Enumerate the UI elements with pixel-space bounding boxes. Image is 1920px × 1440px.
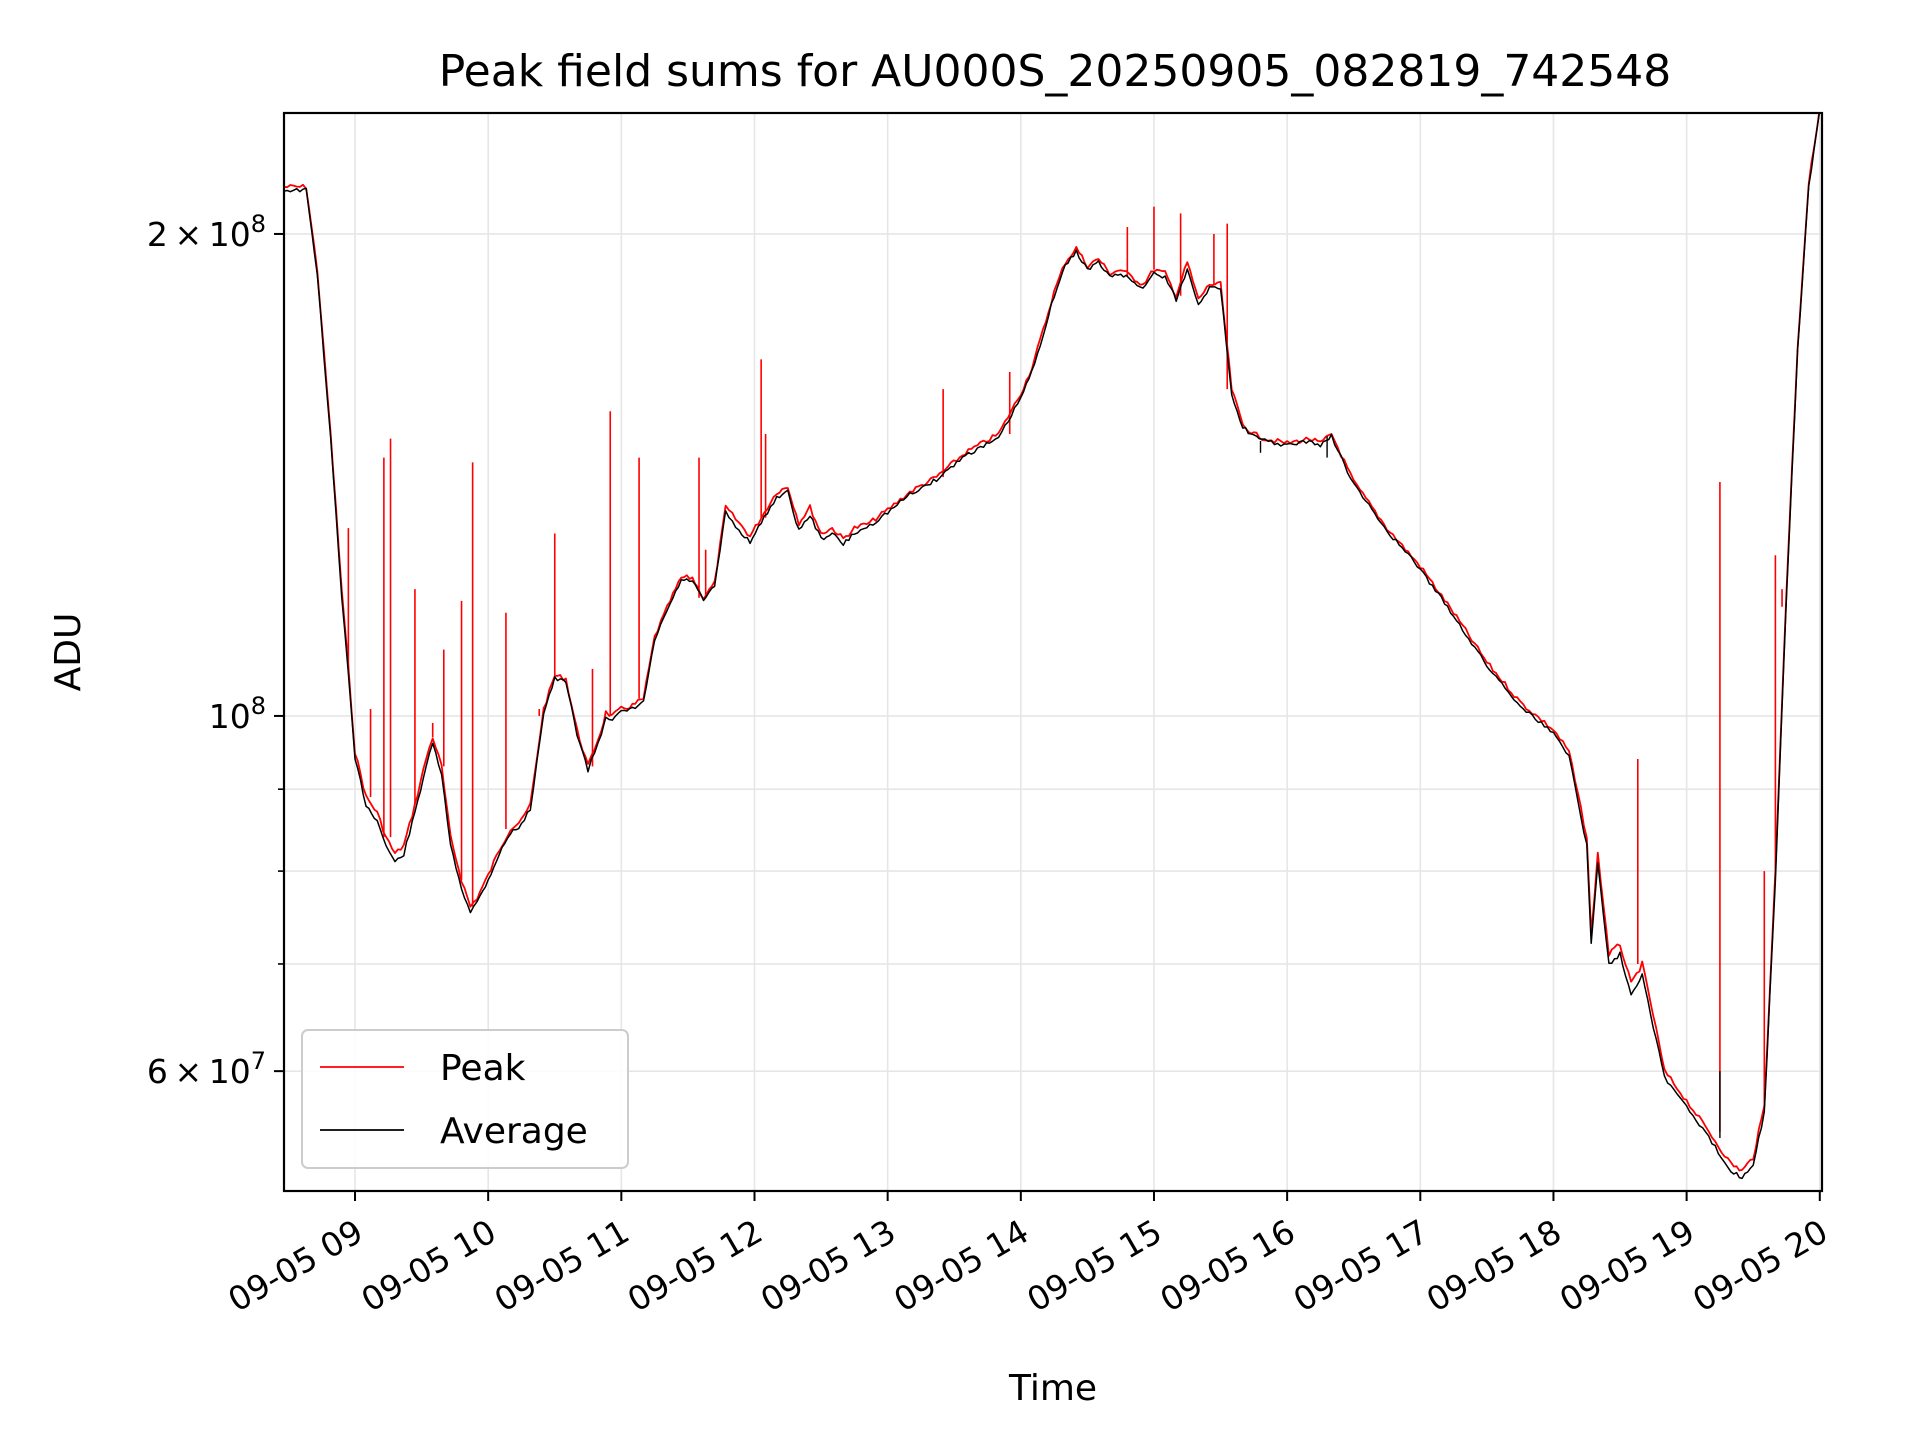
y-tick-label: 2 × 108 (147, 210, 266, 254)
chart-title: Peak field sums for AU000S_20250905_0828… (439, 46, 1672, 97)
legend-label-peak: Peak (440, 1048, 526, 1089)
series-average-line (284, 113, 1821, 1180)
plot-frame (282, 111, 1824, 1193)
legend: Peak Average (301, 1029, 629, 1169)
series-peak-line (284, 113, 1820, 1172)
x-axis-label: Time (1008, 1368, 1097, 1409)
y-tick-label: 108 (209, 692, 266, 736)
y-axis-ticks: 6 × 107 108 2 × 108 (147, 210, 284, 1091)
legend-label-average: Average (440, 1111, 588, 1152)
series-layer (284, 113, 1821, 1180)
y-tick-label: 6 × 107 (147, 1047, 266, 1091)
y-axis-label: ADU (48, 613, 89, 692)
legend-box (301, 1029, 629, 1169)
